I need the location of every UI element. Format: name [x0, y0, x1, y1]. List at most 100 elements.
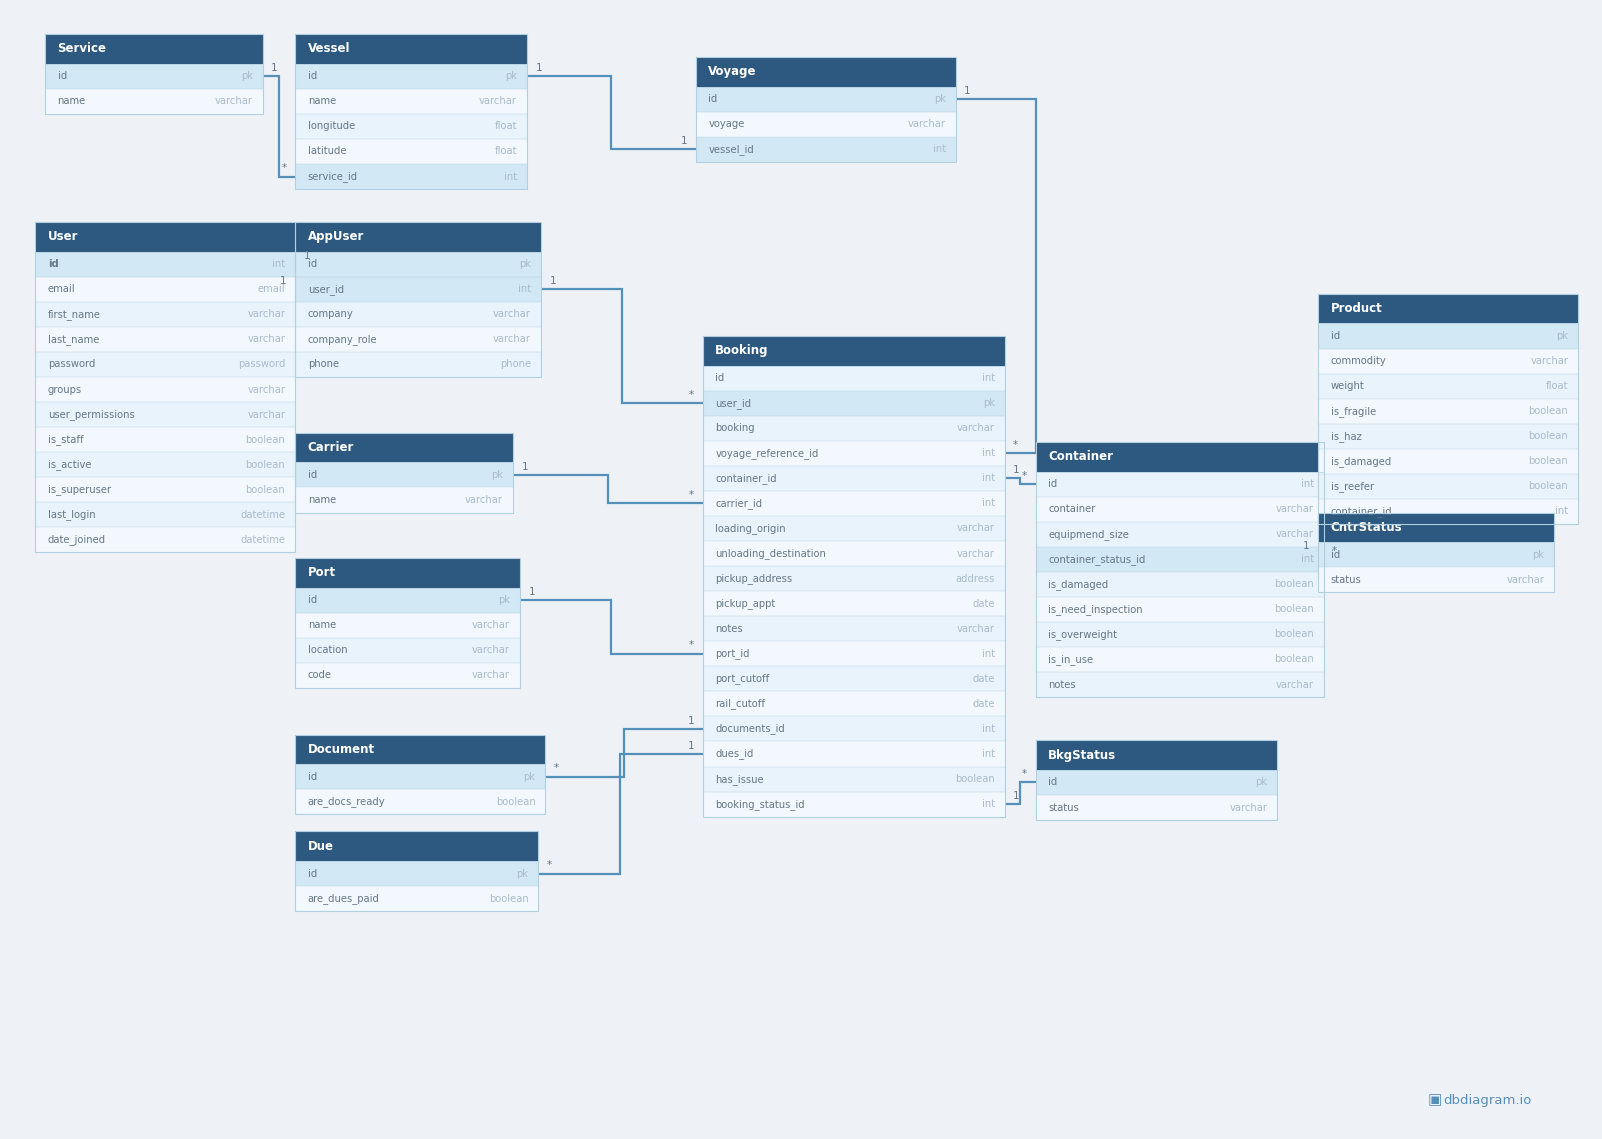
Text: documents_id: documents_id	[714, 723, 785, 735]
Bar	[703, 792, 1004, 817]
Bar	[1318, 323, 1578, 349]
Text: date: date	[972, 674, 995, 683]
Text: address: address	[955, 574, 995, 583]
Bar	[295, 861, 538, 886]
Text: varchar: varchar	[956, 524, 995, 533]
Text: ▣: ▣	[1427, 1092, 1442, 1107]
Text: varchar: varchar	[1275, 530, 1314, 539]
Bar	[1035, 547, 1323, 572]
Text: 1: 1	[681, 136, 687, 146]
Text: pk: pk	[1556, 331, 1568, 341]
Text: status: status	[1331, 575, 1362, 584]
Text: pk: pk	[498, 596, 509, 605]
Bar	[35, 527, 295, 552]
Text: int: int	[1556, 507, 1568, 516]
Text: boolean: boolean	[1528, 482, 1568, 491]
Text: first_name: first_name	[48, 309, 101, 320]
Bar	[295, 433, 513, 513]
Bar	[295, 764, 545, 789]
Text: is_need_inspection: is_need_inspection	[1048, 604, 1142, 615]
Bar	[295, 64, 527, 89]
Bar	[703, 516, 1004, 541]
Bar	[1035, 472, 1323, 497]
Text: user_permissions: user_permissions	[48, 409, 135, 420]
Text: pk: pk	[1256, 778, 1267, 787]
Text: varchar: varchar	[956, 549, 995, 558]
Bar	[695, 87, 955, 112]
Text: company_role: company_role	[308, 334, 378, 345]
Bar	[703, 336, 1004, 817]
Text: boolean: boolean	[955, 775, 995, 784]
Text: name: name	[308, 97, 336, 106]
Text: varchar: varchar	[479, 97, 517, 106]
Bar	[35, 452, 295, 477]
Text: company: company	[308, 310, 354, 319]
Text: 1: 1	[521, 461, 529, 472]
Text: id: id	[1048, 480, 1057, 489]
Text: Port: Port	[308, 566, 336, 580]
Bar	[1035, 497, 1323, 522]
Text: pk: pk	[984, 399, 995, 408]
Text: int: int	[982, 649, 995, 658]
Text: Vessel: Vessel	[308, 42, 351, 56]
Text: pk: pk	[934, 95, 945, 104]
Bar	[1318, 513, 1554, 542]
Text: groups: groups	[48, 385, 82, 394]
Bar	[295, 352, 541, 377]
Text: pk: pk	[240, 72, 253, 81]
Bar	[295, 252, 541, 277]
Bar	[703, 491, 1004, 516]
Text: is_staff: is_staff	[48, 434, 83, 445]
Text: is_damaged: is_damaged	[1048, 579, 1109, 590]
Text: latitude: latitude	[308, 147, 346, 156]
Text: 1: 1	[280, 276, 287, 286]
Text: port_cutoff: port_cutoff	[714, 673, 769, 685]
Text: float: float	[495, 147, 517, 156]
Text: user_id: user_id	[714, 398, 751, 409]
Bar	[35, 427, 295, 452]
Text: is_damaged: is_damaged	[1331, 456, 1391, 467]
Text: booking: booking	[714, 424, 755, 433]
Text: *: *	[689, 490, 694, 500]
Text: Container: Container	[1048, 450, 1113, 464]
Bar	[35, 327, 295, 352]
Text: pickup_appt: pickup_appt	[714, 598, 775, 609]
Text: longitude: longitude	[308, 122, 356, 131]
Text: name: name	[58, 97, 87, 106]
Text: code: code	[308, 671, 332, 680]
Text: name: name	[308, 495, 336, 505]
Text: service_id: service_id	[308, 171, 357, 182]
Bar	[295, 222, 541, 252]
Bar	[295, 638, 521, 663]
Text: boolean: boolean	[245, 460, 285, 469]
Text: 1: 1	[687, 715, 694, 726]
Text: *: *	[1022, 470, 1027, 481]
Bar	[1318, 294, 1578, 323]
Bar	[1318, 349, 1578, 374]
Text: *: *	[282, 163, 287, 173]
Text: email: email	[48, 285, 75, 294]
Bar	[703, 391, 1004, 416]
Bar	[703, 336, 1004, 366]
Bar	[1035, 572, 1323, 597]
Text: id: id	[708, 95, 718, 104]
Bar	[1318, 294, 1578, 524]
Bar	[295, 114, 527, 139]
Text: dues_id: dues_id	[714, 748, 753, 760]
Bar	[1035, 770, 1277, 795]
Text: container: container	[1048, 505, 1096, 514]
Bar	[1035, 522, 1323, 547]
Bar	[703, 741, 1004, 767]
Bar	[295, 558, 521, 588]
Text: Booking: Booking	[714, 344, 769, 358]
Text: int: int	[1301, 480, 1314, 489]
Text: boolean: boolean	[1274, 655, 1314, 664]
Bar	[703, 767, 1004, 792]
Bar	[1318, 567, 1554, 592]
Text: varchar: varchar	[1506, 575, 1544, 584]
Text: 1: 1	[529, 587, 535, 597]
Text: is_haz: is_haz	[1331, 431, 1362, 442]
Text: phone: phone	[500, 360, 532, 369]
Text: int: int	[1301, 555, 1314, 564]
Bar	[35, 252, 295, 277]
